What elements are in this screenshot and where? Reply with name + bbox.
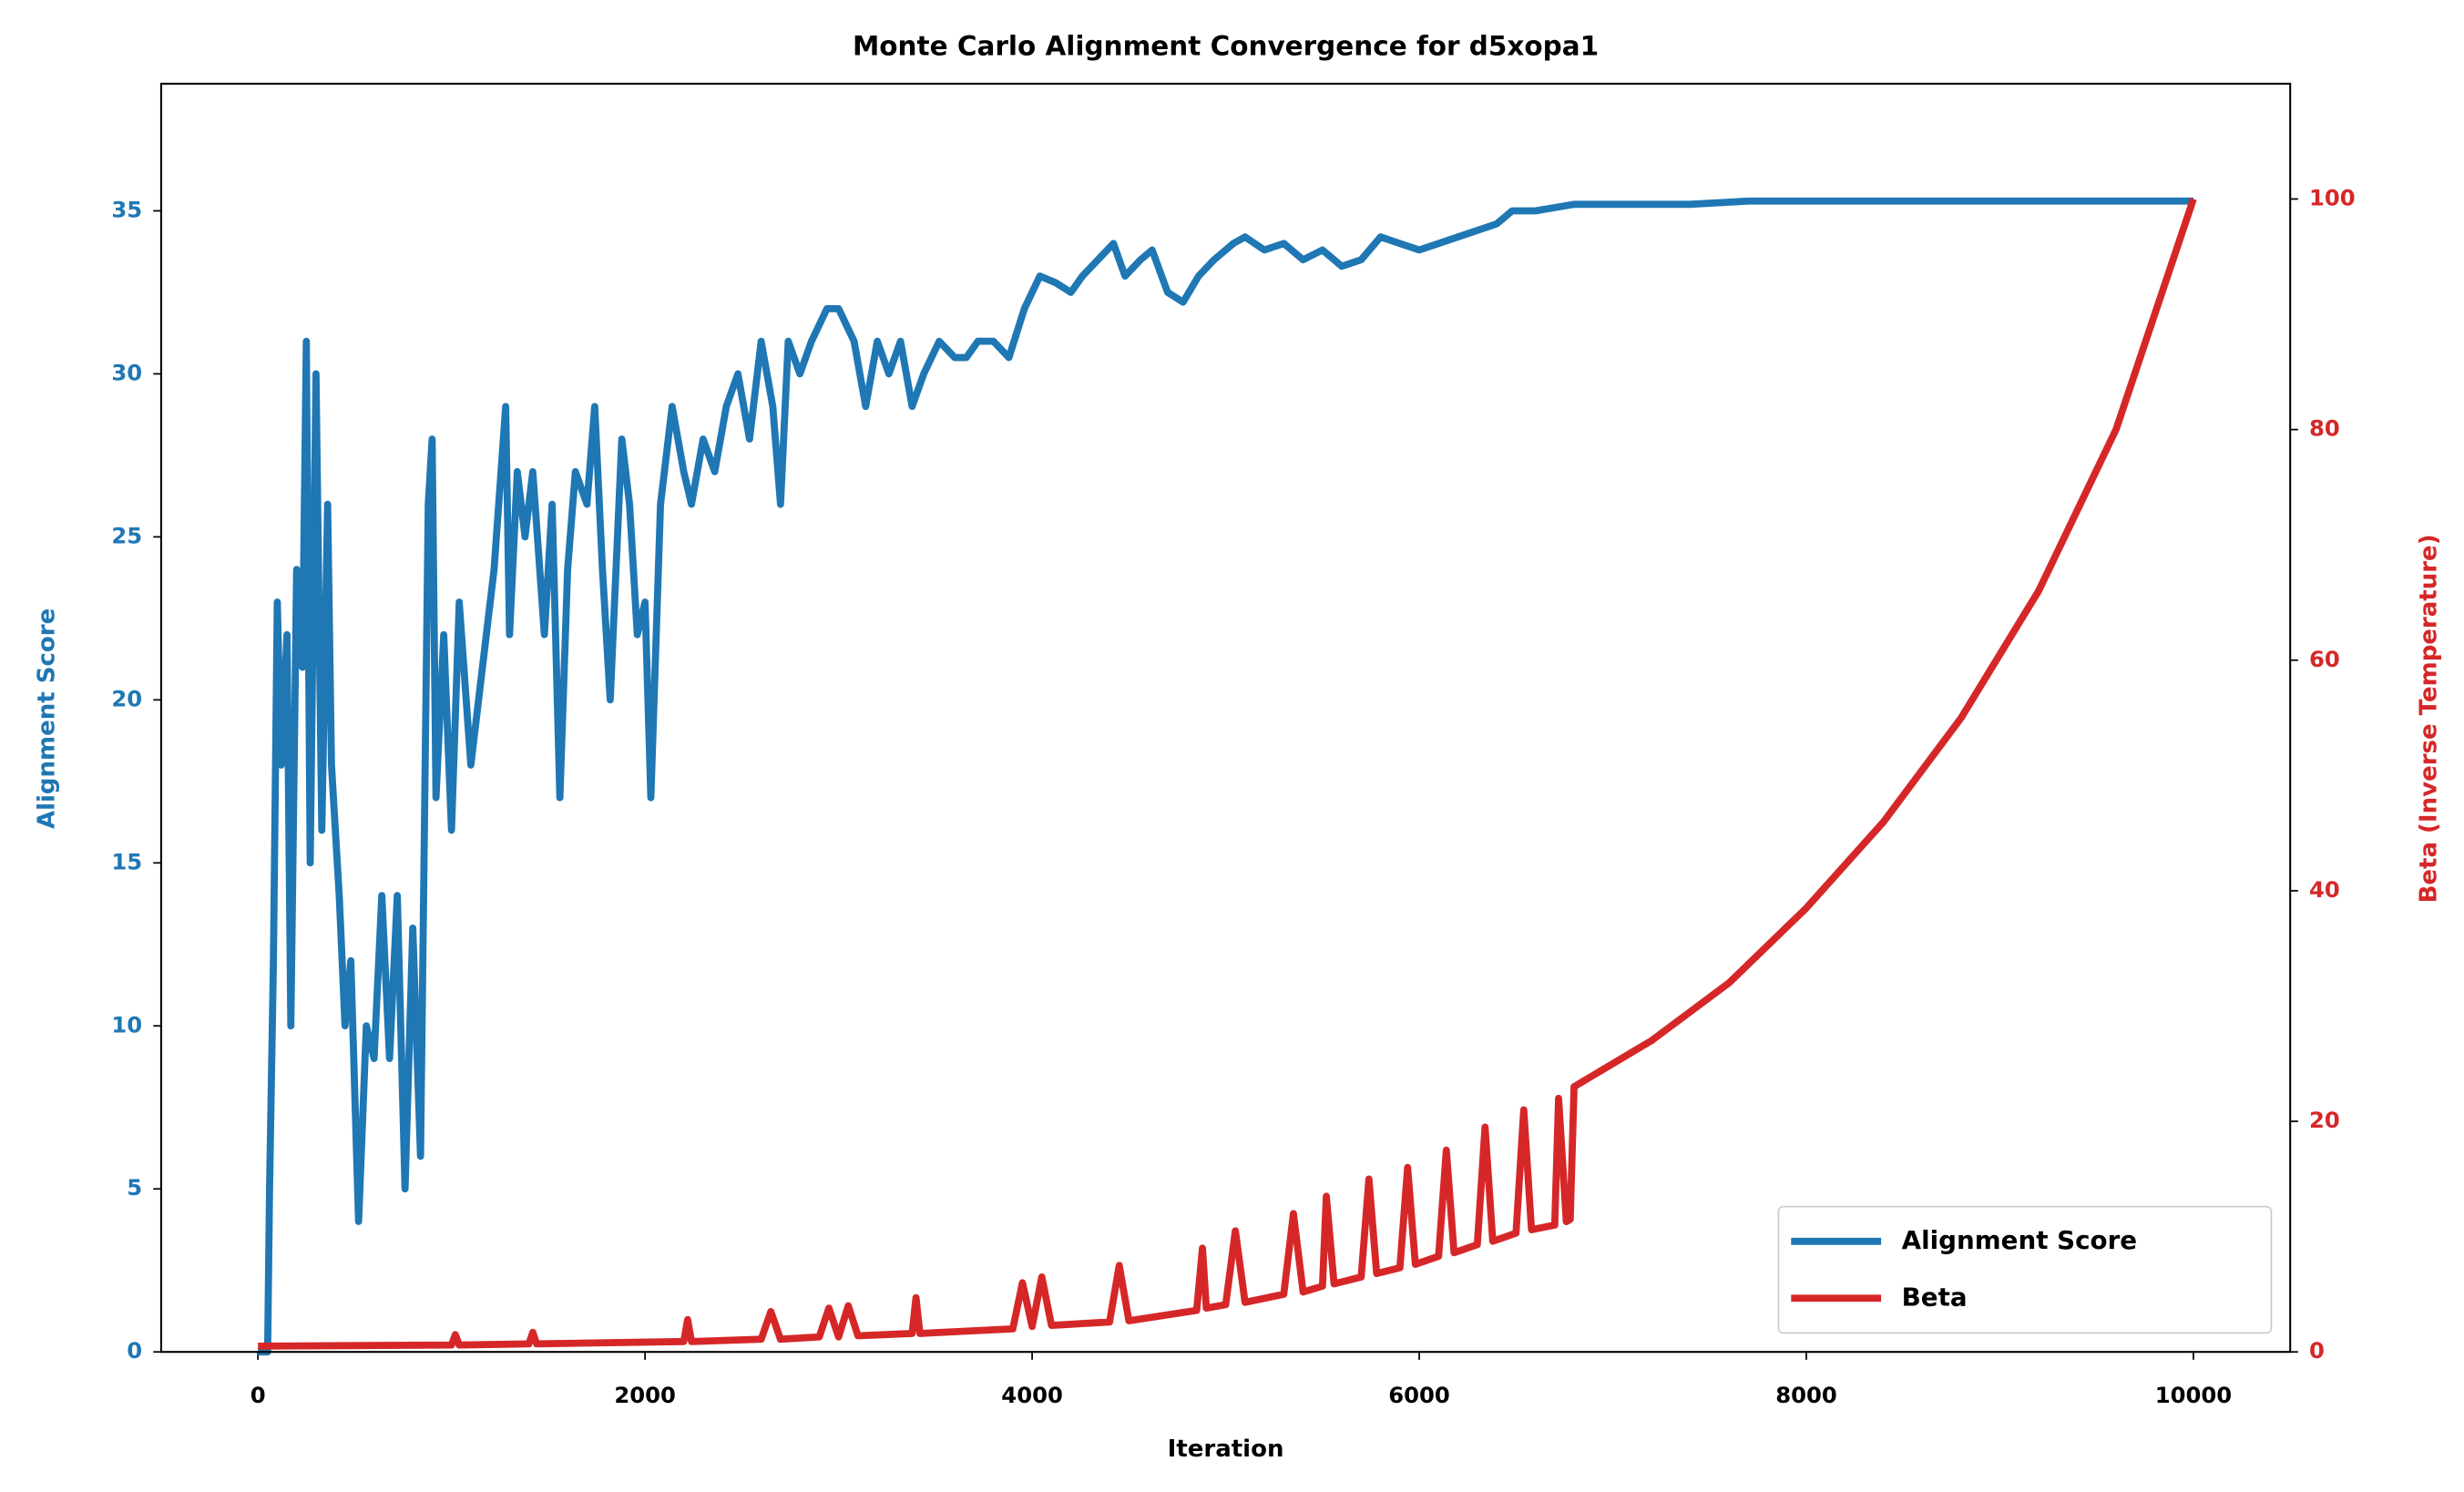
plot-frame <box>159 82 2292 1354</box>
y2-axis-label: Beta (Inverse Temperature) <box>2415 534 2442 903</box>
y2-tick-label: 0 <box>2309 1337 2325 1364</box>
y2-tick-label: 20 <box>2309 1107 2340 1133</box>
x-tick-label: 4000 <box>1001 1382 1063 1408</box>
x-tick-label: 2000 <box>614 1382 676 1408</box>
y-tick-label: 25 <box>111 522 142 548</box>
y2-tick-label: 60 <box>2309 646 2340 672</box>
y2-tick-label: 100 <box>2309 184 2356 210</box>
y-tick-label: 35 <box>111 196 142 222</box>
x-tick-label: 10000 <box>2155 1382 2232 1408</box>
y2-tick-label: 40 <box>2309 876 2340 903</box>
series-line <box>258 198 2197 1350</box>
x-axis-label: Iteration <box>1168 1436 1284 1463</box>
y-axis-label: Alignment Score <box>34 608 61 829</box>
legend-label: Alignment Score <box>1902 1225 2137 1255</box>
y2-tick-label: 80 <box>2309 415 2340 442</box>
y-tick-label: 15 <box>111 848 142 874</box>
legend-box <box>1777 1205 2273 1334</box>
y-tick-label: 30 <box>111 359 142 385</box>
legend-label: Beta <box>1902 1282 1968 1312</box>
series-line <box>258 197 2193 1356</box>
y-tick-label: 0 <box>127 1337 142 1364</box>
x-tick-label: 0 <box>250 1382 266 1408</box>
chart-title: Monte Carlo Alignment Convergence for d5… <box>853 31 1599 62</box>
x-tick-label: 8000 <box>1775 1382 1837 1408</box>
y-tick-label: 10 <box>111 1011 142 1037</box>
y-tick-label: 5 <box>127 1174 142 1201</box>
x-tick-label: 6000 <box>1388 1382 1450 1408</box>
y-tick-label: 20 <box>111 685 142 711</box>
